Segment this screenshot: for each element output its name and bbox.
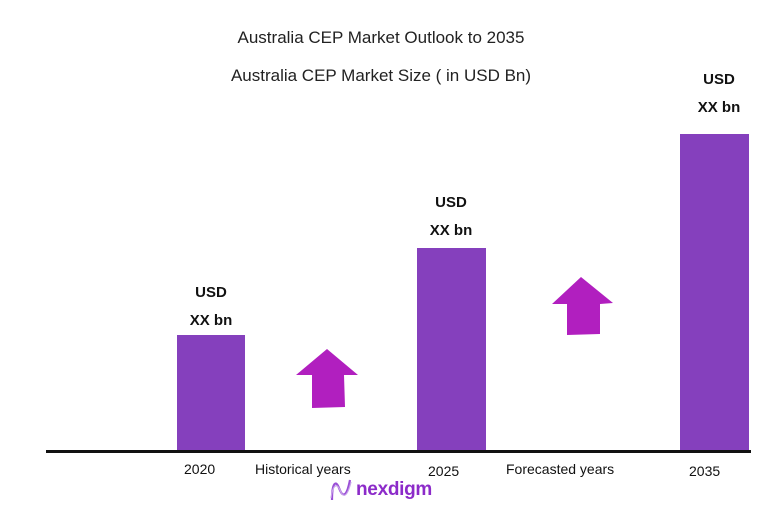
value-currency: USD <box>703 71 735 88</box>
bar-value-label-2020: USD XX bn <box>156 279 266 335</box>
growth-arrow-up-icon <box>552 277 613 335</box>
x-tick-2020: 2020 <box>184 461 216 477</box>
nexdigm-logo: nexdigm <box>330 478 432 502</box>
bar-2020 <box>177 335 245 451</box>
bar-value-label-2035: USD XX bn <box>664 66 774 122</box>
value-amount: XX bn <box>429 222 473 239</box>
nexdigm-wave-icon <box>330 479 352 501</box>
growth-arrow-up-icon <box>296 349 358 408</box>
value-currency: USD <box>195 284 227 301</box>
historical-years-label: Historical years <box>255 461 351 477</box>
logo-text: nexdigm <box>356 479 433 500</box>
x-tick-2025: 2025 <box>428 463 460 479</box>
bar-value-label-2025: USD XX bn <box>396 189 506 245</box>
bar-2025 <box>417 248 486 451</box>
value-amount: XX bn <box>189 312 233 329</box>
bar-2035 <box>680 134 749 451</box>
x-axis-line <box>46 450 751 453</box>
value-amount: XX bn <box>697 99 741 116</box>
chart-subtitle: Australia CEP Market Size ( in USD Bn) <box>230 66 532 85</box>
x-tick-2035: 2035 <box>689 463 721 479</box>
value-currency: USD <box>435 194 467 211</box>
forecasted-years-label: Forecasted years <box>506 461 615 477</box>
chart-title: Australia CEP Market Outlook to 2035 <box>237 28 525 47</box>
